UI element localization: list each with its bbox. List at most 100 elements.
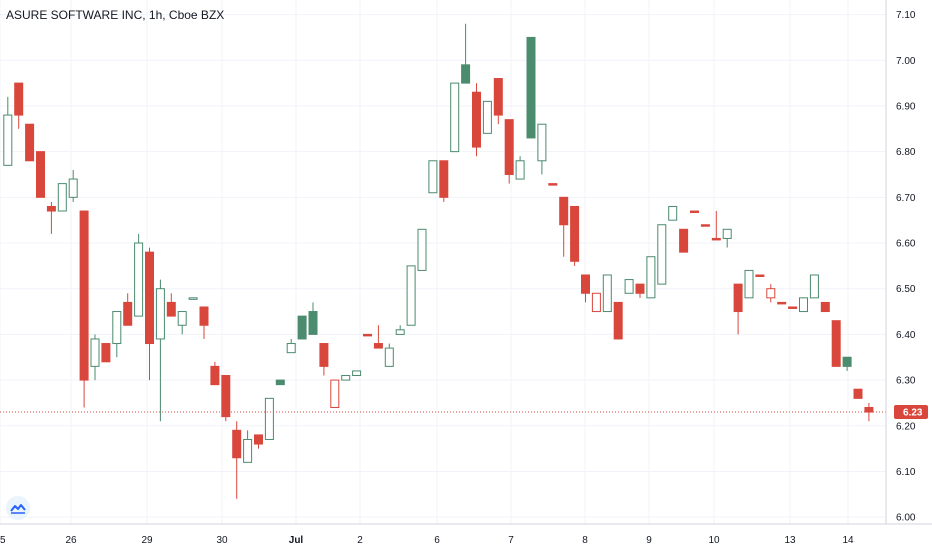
candle-body [90, 338, 100, 367]
candle-body [668, 205, 678, 221]
candle [461, 23, 471, 84]
candle-body [733, 283, 743, 313]
candle-body [864, 406, 874, 413]
candle-body [809, 274, 819, 299]
candle-body [799, 297, 808, 313]
candle [373, 325, 383, 349]
time-tick-label: 2 [357, 535, 363, 546]
candle [166, 293, 176, 317]
candle [155, 279, 165, 422]
time-axis[interactable]: 25262930Jul26789101314 [0, 535, 854, 546]
candle-body [101, 343, 111, 363]
candle [450, 82, 460, 153]
candle-body [79, 210, 89, 381]
candle-body [57, 183, 67, 212]
price-axis[interactable]: 7.10 7.00 6.90 6.80 6.70 6.60 6.50 6.40 6.30 6.20… [896, 10, 916, 524]
candle [722, 228, 732, 248]
candle [232, 421, 242, 499]
candle-body [591, 292, 601, 313]
candle [352, 370, 362, 377]
candle-body [482, 100, 492, 134]
candle-body [646, 256, 656, 299]
time-tick-label: 8 [582, 535, 588, 546]
candle [591, 292, 601, 313]
candle [613, 301, 623, 340]
candle [766, 284, 776, 303]
candle-body [766, 288, 776, 299]
candle [744, 269, 754, 299]
candle-body [395, 329, 405, 335]
time-tick-label: 29 [141, 535, 153, 546]
tradingview-logo-icon[interactable] [6, 496, 30, 520]
candle [199, 306, 209, 339]
candle-body [243, 438, 253, 463]
candle [330, 379, 340, 408]
price-tick-label: 6.30 [896, 376, 916, 387]
candle [134, 233, 144, 317]
candle [188, 297, 198, 300]
candle-body [537, 123, 547, 162]
candle [853, 388, 863, 399]
time-tick-label: 25 [0, 535, 6, 546]
candle-body [352, 370, 362, 377]
candle [482, 100, 492, 134]
grid-lines [0, 0, 886, 524]
candle [493, 78, 503, 125]
candle-body [417, 228, 427, 271]
price-tick-label: 6.00 [896, 513, 916, 524]
candle [504, 119, 514, 184]
candle [264, 397, 274, 440]
candle-body [210, 365, 220, 386]
candle-body [602, 274, 612, 313]
candle-body [199, 306, 209, 326]
candle-body [493, 78, 503, 116]
price-tick-label: 6.80 [896, 147, 916, 158]
candle [842, 356, 852, 371]
candle [711, 211, 721, 241]
candle-body [112, 311, 122, 345]
candle-body [297, 315, 307, 340]
candle [3, 96, 13, 166]
candle [581, 274, 590, 303]
candle-body [777, 301, 787, 305]
candle [25, 123, 35, 162]
price-tick-label: 6.60 [896, 239, 916, 250]
chart-title: ASURE SOFTWARE INC, 1h, Cboe BZX [6, 8, 225, 22]
candle [570, 205, 580, 266]
candle-body [254, 434, 263, 445]
candle [515, 156, 525, 180]
candle [831, 320, 841, 367]
candle-body [145, 251, 154, 345]
candle [668, 205, 678, 221]
candle [363, 333, 372, 337]
candle [809, 274, 819, 299]
price-tick-label: 7.10 [896, 10, 916, 21]
candle [14, 82, 24, 129]
candle [210, 361, 220, 386]
price-tick-label: 6.90 [896, 101, 916, 112]
last-price-tag: 6.23 [894, 405, 928, 420]
last-price-label: 6.23 [903, 408, 923, 419]
candle-body [690, 210, 699, 214]
candle-body [700, 224, 710, 227]
candle [864, 402, 874, 422]
candle [112, 311, 122, 358]
candle-body [275, 379, 285, 386]
candle-body [155, 288, 165, 340]
candle-body [439, 160, 449, 198]
candle [417, 228, 427, 271]
time-tick-label: 6 [434, 535, 440, 546]
candle-body [570, 205, 580, 262]
price-tick-label: 6.20 [896, 421, 916, 432]
candle-body [14, 82, 24, 116]
time-tick-label: 7 [508, 535, 514, 546]
candle [308, 302, 318, 335]
candle [733, 283, 743, 335]
candle-body [166, 301, 176, 317]
candle-body [363, 333, 372, 337]
candle-body [373, 343, 383, 349]
candle [145, 247, 154, 381]
last-price-tag-bg [894, 405, 928, 420]
